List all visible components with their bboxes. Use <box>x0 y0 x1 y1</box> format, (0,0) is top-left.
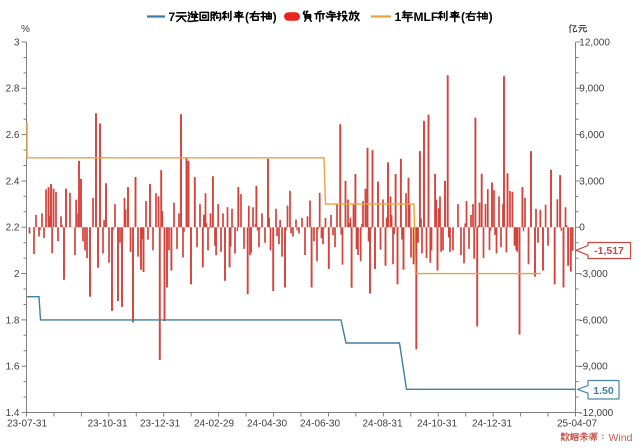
svg-text:(: ( <box>461 10 465 24</box>
svg-text:3,000: 3,000 <box>579 176 604 187</box>
svg-text:MLF: MLF <box>414 10 439 24</box>
svg-text:(: ( <box>245 10 249 24</box>
svg-text:23-12-31: 23-12-31 <box>140 419 180 430</box>
svg-text:-1,517: -1,517 <box>594 245 624 257</box>
svg-text:2.6: 2.6 <box>6 130 20 141</box>
svg-text:0: 0 <box>579 223 585 234</box>
svg-text:6,000: 6,000 <box>579 130 604 141</box>
svg-text:1: 1 <box>395 10 402 24</box>
svg-text:24-02-29: 24-02-29 <box>194 419 234 430</box>
svg-text:1.6: 1.6 <box>6 362 20 373</box>
svg-text:1.4: 1.4 <box>6 408 20 419</box>
svg-text:24-04-30: 24-04-30 <box>247 419 287 430</box>
svg-text:-9,000: -9,000 <box>579 362 608 373</box>
svg-text:2.8: 2.8 <box>6 84 20 95</box>
svg-text:2.2: 2.2 <box>6 223 20 234</box>
svg-text:24-10-31: 24-10-31 <box>417 419 457 430</box>
svg-text:12,000: 12,000 <box>579 37 610 48</box>
svg-text:24-08-31: 24-08-31 <box>362 419 402 430</box>
svg-text:2: 2 <box>14 269 20 280</box>
svg-text:7: 7 <box>169 10 176 24</box>
svg-text:Wind: Wind <box>609 432 633 444</box>
svg-text:24-12-31: 24-12-31 <box>472 419 512 430</box>
svg-text:-3,000: -3,000 <box>579 269 608 280</box>
svg-text:%: % <box>21 24 30 35</box>
svg-text:23-07-31: 23-07-31 <box>7 419 47 430</box>
svg-text:-12,000: -12,000 <box>579 408 613 419</box>
svg-text:9,000: 9,000 <box>579 84 604 95</box>
svg-text:-6,000: -6,000 <box>579 315 608 326</box>
svg-text:25-04-07: 25-04-07 <box>557 419 597 430</box>
svg-text:1.50: 1.50 <box>593 385 614 397</box>
svg-text:1.8: 1.8 <box>6 315 20 326</box>
svg-text:): ) <box>489 10 493 24</box>
svg-text:): ) <box>273 10 277 24</box>
svg-text:3: 3 <box>14 37 20 48</box>
svg-text:23-10-31: 23-10-31 <box>87 419 127 430</box>
svg-text:2.4: 2.4 <box>6 176 20 187</box>
svg-text:24-06-30: 24-06-30 <box>300 419 340 430</box>
